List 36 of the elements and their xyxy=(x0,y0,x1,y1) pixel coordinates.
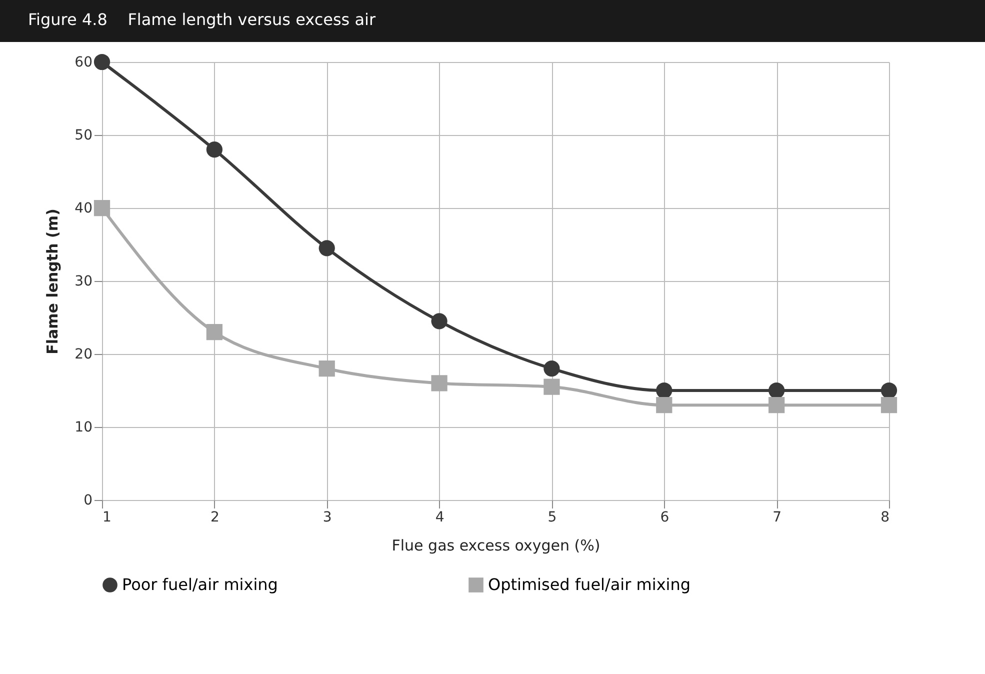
y-tick-label: 60 xyxy=(74,54,92,70)
x-tick-label: 7 xyxy=(772,510,782,526)
point xyxy=(94,200,110,216)
point xyxy=(768,397,785,414)
y-tick-label: 30 xyxy=(74,274,92,290)
x-tick-label: 1 xyxy=(102,510,112,526)
point xyxy=(544,378,560,395)
point xyxy=(206,324,222,340)
x-axis-title: Flue gas excess oxygen (%) xyxy=(392,536,600,554)
x-tick-label: 2 xyxy=(210,510,220,526)
x-tick-label: 8 xyxy=(880,510,890,526)
point xyxy=(318,360,335,377)
x-tick-label: 5 xyxy=(548,510,557,526)
y-tick-label: 20 xyxy=(74,346,92,362)
point xyxy=(431,375,448,392)
legend-label: Optimised fuel/air mixing xyxy=(488,575,691,594)
point xyxy=(94,54,110,70)
y-tick-label: 40 xyxy=(74,200,92,216)
point xyxy=(318,240,335,256)
legend-label: Poor fuel/air mixing xyxy=(122,575,278,594)
point xyxy=(656,397,672,414)
point xyxy=(656,382,672,399)
point xyxy=(206,142,222,158)
point xyxy=(880,382,898,399)
y-tick-label: 10 xyxy=(74,420,92,436)
x-tick-label: 3 xyxy=(322,510,332,526)
point xyxy=(431,313,448,330)
y-tick-label: 50 xyxy=(74,128,92,144)
x-tick-label: 6 xyxy=(660,510,670,526)
chart-title: Figure 4.8 Flame length versus excess air xyxy=(0,0,985,42)
y-axis-title: Flame length (m) xyxy=(44,208,62,354)
point xyxy=(768,382,785,399)
y-tick-label: 0 xyxy=(84,492,92,508)
point xyxy=(880,397,898,414)
x-tick-label: 4 xyxy=(435,510,444,526)
point xyxy=(544,360,560,377)
